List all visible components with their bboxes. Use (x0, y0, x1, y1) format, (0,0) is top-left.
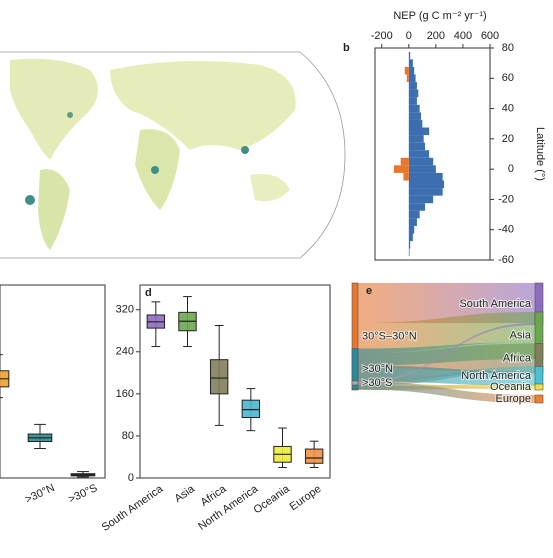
x-tick-label: Oceania (251, 483, 292, 517)
node-label: South America (459, 298, 531, 310)
x-tick-label: -200 (371, 30, 393, 42)
bar (408, 89, 419, 98)
bar (408, 74, 416, 83)
node-label: >30°N (362, 363, 393, 375)
bar (408, 59, 413, 67)
x-tick-label: Asia (172, 483, 197, 506)
y-tick-label: -40 (498, 224, 514, 236)
sankey-node (534, 394, 544, 404)
y-axis-title: Latitude (°) (534, 127, 546, 181)
sankey-node (351, 380, 359, 386)
sankey-link (358, 381, 535, 403)
panel-letter: e (366, 285, 372, 297)
bar (400, 157, 409, 166)
bar (393, 165, 409, 173)
bar (403, 172, 409, 181)
plot-frame (0, 284, 106, 479)
sankey-link (358, 383, 535, 390)
sankey-node (351, 282, 359, 391)
sankey-link (358, 367, 535, 386)
node-label: >30°S (362, 377, 392, 389)
bar (408, 135, 424, 143)
bar (408, 150, 430, 158)
sankey-link (358, 323, 535, 383)
y-tick-label: 160 (116, 388, 134, 400)
x-tick-label: 400 (454, 30, 472, 42)
bar (408, 66, 415, 75)
y-tick-label: -20 (498, 193, 514, 205)
plot-frame (139, 284, 331, 479)
sankey-node (351, 348, 359, 390)
y-tick-label: 80 (122, 430, 134, 442)
bar (408, 188, 443, 196)
bar (408, 112, 421, 120)
world-map (0, 51, 346, 259)
y-tick-label: 40 (502, 102, 514, 114)
bar (408, 97, 417, 105)
y-tick-label: 320 (116, 304, 134, 316)
y-tick-label: 60 (502, 72, 514, 84)
y-tick-label: 240 (116, 346, 134, 358)
node-label: 30°S–30°N (362, 330, 417, 342)
bar (408, 210, 420, 219)
bar (408, 248, 410, 257)
bar (408, 82, 417, 90)
bar (408, 172, 443, 181)
y-tick-label: 0 (508, 163, 514, 175)
bar (404, 66, 409, 75)
y-tick-label: 0 (128, 472, 134, 484)
bar (408, 180, 444, 189)
x-tick-label: 600 (481, 30, 499, 42)
bar (408, 203, 426, 211)
x-tick-label: Europe (288, 483, 324, 513)
node-label: Asia (510, 329, 532, 341)
x-tick-label: 0 (406, 30, 412, 42)
x-tick-label: 200 (427, 30, 445, 42)
node-label: Africa (503, 352, 532, 364)
node-label: North America (461, 370, 532, 382)
bar (408, 142, 426, 151)
sankey-link (358, 283, 535, 323)
box (304, 448, 324, 464)
bar (406, 74, 409, 83)
box (241, 399, 261, 419)
bar (408, 225, 415, 234)
bar (408, 195, 434, 204)
panel-letter: d (145, 287, 152, 299)
sankey-node (534, 383, 544, 391)
y-tick-label: -60 (498, 254, 514, 266)
bar (408, 241, 411, 249)
bar (408, 104, 420, 113)
bar (408, 218, 417, 226)
links (358, 283, 535, 403)
bar (408, 119, 423, 128)
axis-title: NEP (g C m⁻² yr⁻¹) (393, 10, 486, 22)
x-tick-label: South America (100, 483, 166, 534)
x-tick-label: >30°N (23, 482, 56, 506)
bar (408, 157, 434, 166)
box (209, 359, 229, 395)
node-label: Europe (496, 393, 531, 405)
bar (408, 233, 413, 242)
y-tick-label: 80 (502, 42, 514, 54)
node-label: Oceania (490, 381, 532, 393)
panel-letter: b (343, 42, 350, 54)
bar (408, 127, 430, 136)
sankey-node (534, 366, 544, 386)
y-tick-label: 20 (502, 133, 514, 145)
plot-frame (374, 47, 491, 261)
bar (408, 165, 436, 173)
x-tick-label: >30°S (67, 482, 100, 506)
bar (408, 51, 411, 60)
